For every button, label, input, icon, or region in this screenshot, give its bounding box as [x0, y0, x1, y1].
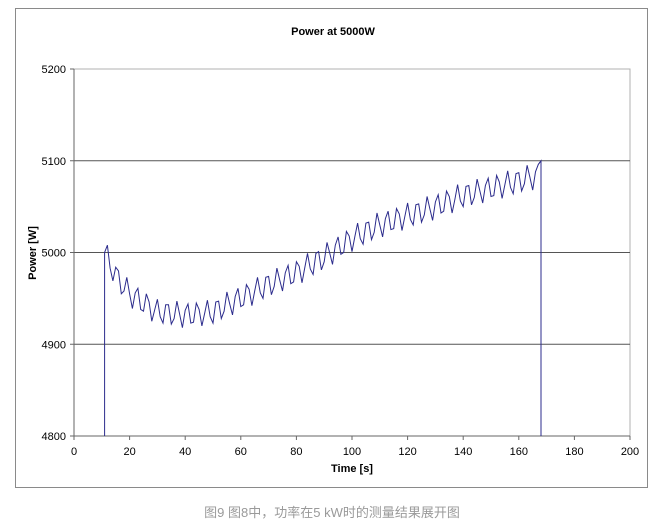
y-tick-label: 4900 [42, 339, 66, 351]
x-tick-label: 140 [454, 446, 472, 458]
power-chart: Power at 5000W Time [s] Power [W] 4800 49… [27, 26, 639, 475]
x-tick-label: 160 [510, 446, 528, 458]
x-axis-label: Time [s] [331, 463, 373, 475]
y-tick-label: 5000 [42, 248, 66, 260]
y-axis-label: Power [W] [27, 226, 39, 280]
chart-title: Power at 5000W [291, 26, 375, 38]
y-tick-label: 5100 [42, 156, 66, 168]
x-tick-label: 180 [565, 446, 583, 458]
y-tick-label: 4800 [42, 431, 66, 443]
x-tick-label: 60 [235, 446, 247, 458]
x-tick-label: 100 [343, 446, 361, 458]
figure-caption: 图9 图8中，功率在5 kW时的测量结果展开图 [204, 505, 460, 520]
x-tick-label: 120 [398, 446, 416, 458]
x-tick-label: 80 [290, 446, 302, 458]
x-tick-label: 20 [123, 446, 135, 458]
x-tick-label: 40 [179, 446, 191, 458]
x-tick-label: 200 [621, 446, 639, 458]
y-tick-label: 5200 [42, 64, 66, 76]
power-series-line [104, 159, 542, 436]
x-tick-label: 0 [71, 446, 77, 458]
